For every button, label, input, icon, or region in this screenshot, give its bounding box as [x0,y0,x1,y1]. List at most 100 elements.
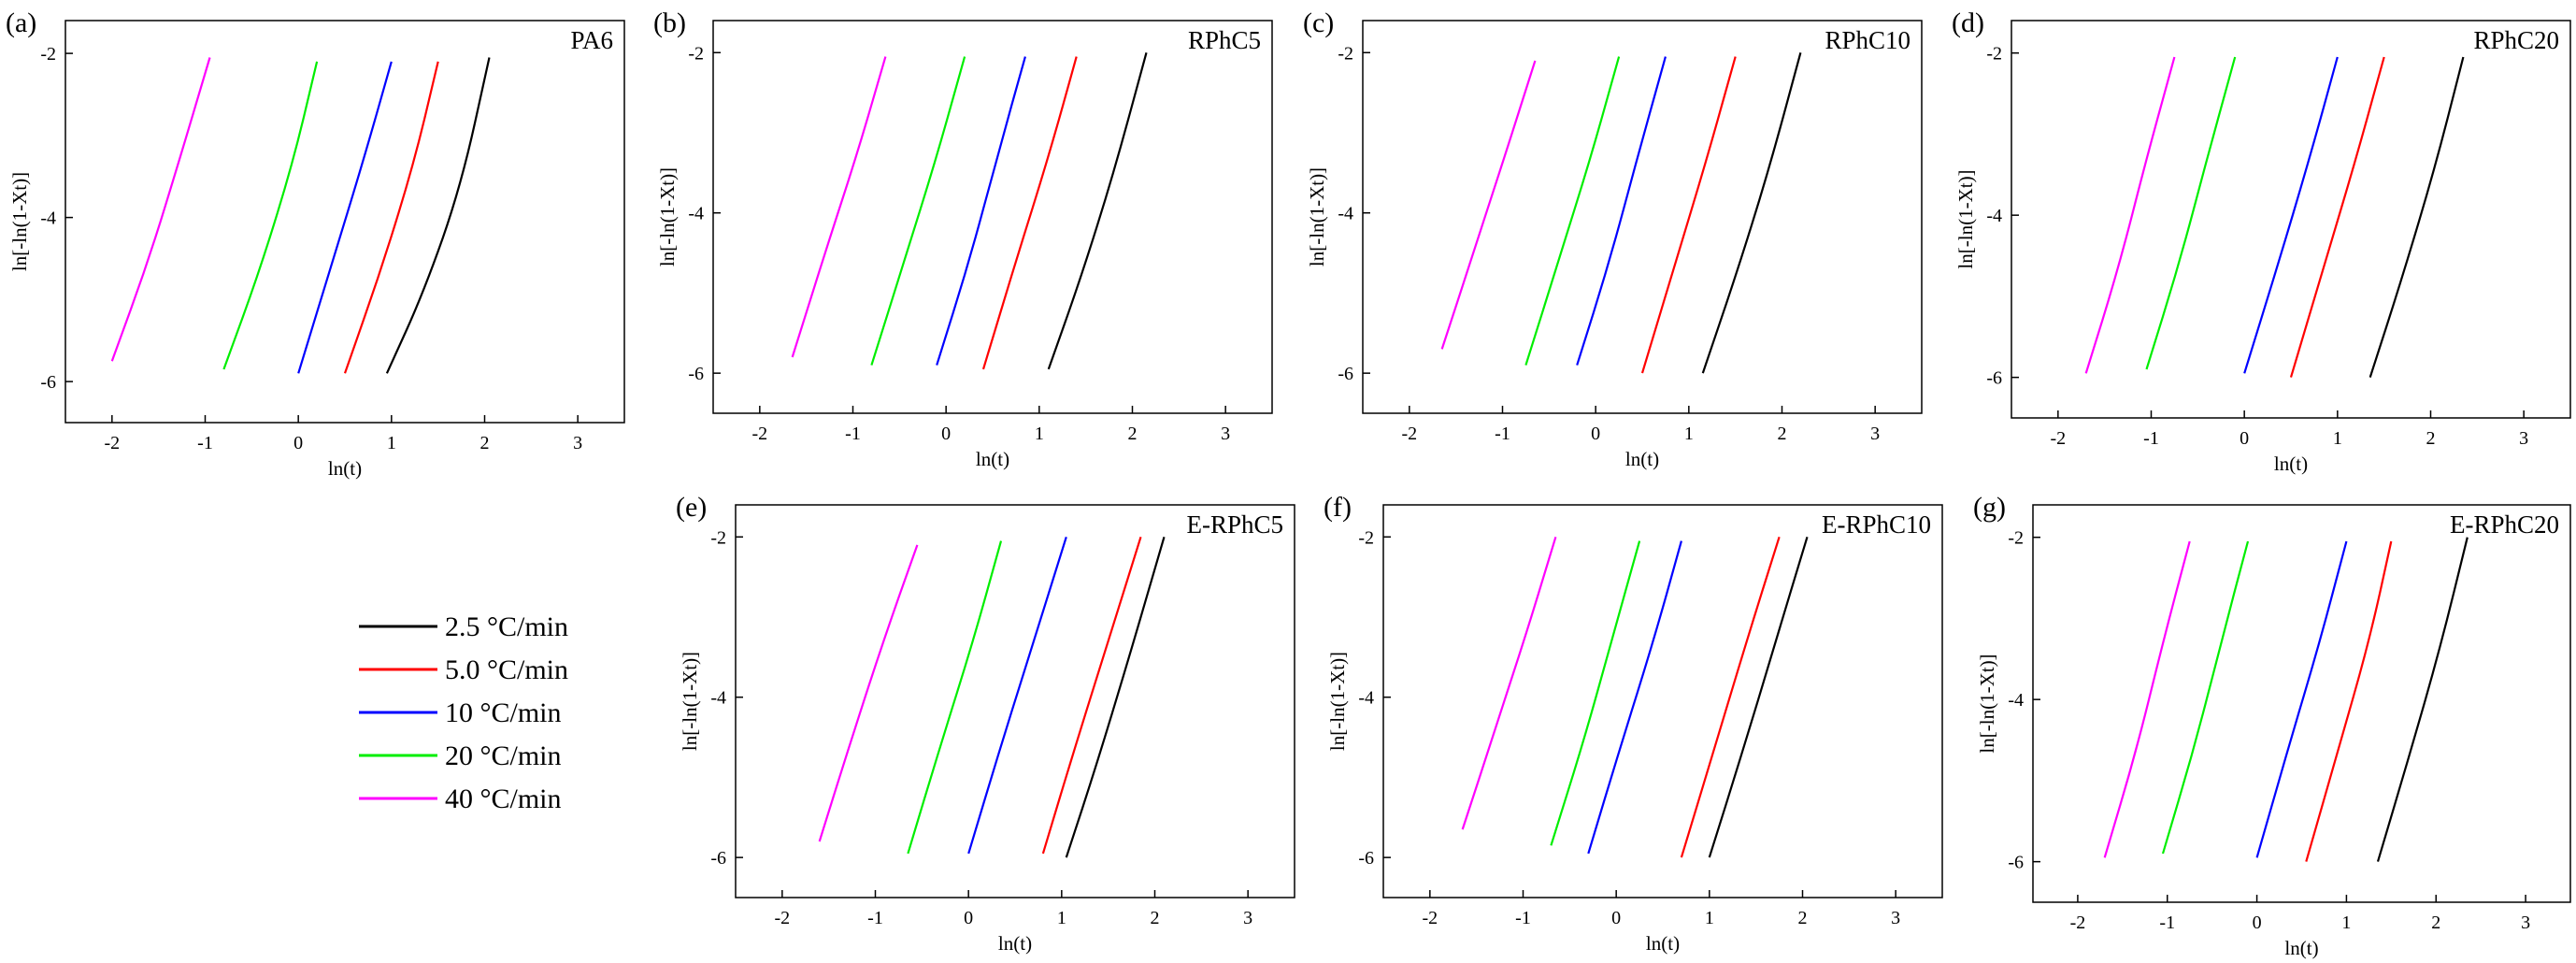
series-line-2-5 [1065,536,1166,858]
x-axis-title: ln(t) [328,457,362,480]
series-line-2-5 [1047,52,1148,370]
x-tick-label: 2 [1151,908,1160,928]
y-tick-label: -4 [1358,688,1374,709]
x-tick-label: -2 [2050,428,2066,449]
series-line-2-5 [2376,537,2469,862]
x-tick-label: 1 [1035,424,1044,444]
x-tick-label: -1 [867,908,883,928]
x-tick-label: 1 [1684,424,1694,444]
x-tick-label: 2 [2426,428,2436,449]
x-tick-label: 0 [2253,913,2262,933]
panel-c: -2 -1 0 1 2 3 -2 -4 -6 ln(t) ln[-ln(1-Xt)] (c) RPhC1… [1303,7,1923,470]
plot-frame [2011,20,2571,419]
x-tick-label: 0 [1611,908,1621,928]
series-line-40 [2103,540,2191,858]
series-line-20 [2161,540,2250,855]
panel-letter: (d) [1952,7,1984,38]
y-tick-label: -4 [688,204,704,224]
y-tick-label: -2 [1358,527,1374,548]
x-tick-label: 1 [387,433,396,453]
panel-letter: (a) [6,7,36,38]
y-tick-label: -4 [1986,206,2002,226]
sample-name: RPhC10 [1825,26,1911,54]
sample-name: E-RPhC20 [2450,510,2559,539]
panel-g: -2 -1 0 1 2 3 -2 -4 -6 ln(t) ln[-ln(1-Xt)] (g) E-RPh… [1973,492,2571,959]
x-tick-label: -2 [104,433,120,453]
series-line-5-0 [981,56,1078,370]
x-tick-label: 3 [1891,908,1900,928]
sample-name: E-RPhC5 [1186,510,1283,539]
series-line-5-0 [343,61,439,374]
x-tick-label: 1 [2341,913,2351,933]
series-line-40 [1440,60,1537,350]
panel-e: -2 -1 0 1 2 3 -2 -4 -6 ln(t) ln[-ln(1-Xt)] (e) E-RPh… [676,492,1295,955]
y-tick-label: -4 [40,208,56,229]
series-line-2-5 [2368,56,2465,378]
x-tick-label: 0 [964,908,973,928]
series-line-20 [1524,56,1621,366]
panel-f: -2 -1 0 1 2 3 -2 -4 -6 ln(t) ln[-ln(1-Xt)] (f) E-RPh… [1324,492,1943,955]
series-line-20 [907,540,1003,855]
y-tick-label: -4 [2008,690,2024,711]
x-tick-label: 3 [1870,424,1880,444]
x-axis-title: ln(t) [1646,932,1680,955]
x-tick-label: 1 [1705,908,1714,928]
y-axis-title: ln[-ln(1-Xt)] [8,172,31,271]
sample-name: RPhC20 [2473,26,2559,54]
x-tick-label: -1 [1495,424,1510,444]
y-tick-label: -2 [2008,528,2024,549]
panels: -2 -1 0 1 2 3-2-4-6ln(t)ln[-ln(1-Xt)](a)PA6-2… [6,7,2571,959]
x-tick-label: 0 [941,424,951,444]
series-line-5-0 [1640,56,1737,374]
x-tick-label: 3 [2519,428,2528,449]
legend-label-5-0: 5.0 °C/min [445,654,568,685]
y-axis-title: ln[-ln(1-Xt)] [679,652,701,751]
panel-letter: (c) [1303,7,1334,38]
x-axis-title: ln(t) [1625,448,1659,470]
series-line-40 [791,56,887,358]
x-axis-title: ln(t) [2284,937,2318,959]
panel-letter: (e) [676,492,707,523]
x-tick-label: -2 [751,424,767,444]
x-tick-label: 1 [2333,428,2342,449]
y-tick-label: -4 [1338,204,1353,224]
series-line-2-5 [1701,52,1802,374]
legend-label-20: 20 °C/min [445,740,562,771]
y-axis-title: ln[-ln(1-Xt)] [1954,169,1977,268]
series-line-20 [870,56,966,366]
sample-name: RPhC5 [1188,26,1261,54]
sample-name: E-RPhC10 [1822,510,1931,539]
x-tick-label: 2 [480,433,490,453]
y-tick-label: -6 [2008,853,2024,873]
series-line-10 [1587,540,1682,855]
y-axis-title: ln[-ln(1-Xt)] [1306,167,1328,266]
x-tick-label: 3 [1221,424,1230,444]
y-tick-label: -6 [688,364,704,384]
x-axis-title: ln(t) [976,448,1009,470]
series-line-20 [1550,540,1641,846]
y-tick-label: -2 [710,527,726,548]
x-tick-label: -1 [1515,908,1531,928]
y-tick-label: -2 [1338,43,1353,64]
x-tick-label: 0 [2240,428,2249,449]
series-line-5-0 [2305,540,2393,862]
y-tick-label: -4 [710,688,726,709]
series-line-10 [1576,56,1667,366]
x-tick-label: 3 [1243,908,1252,928]
x-tick-label: 2 [2431,913,2440,933]
legend-label-2-5: 2.5 °C/min [445,611,568,642]
series-line-10 [936,56,1026,366]
series-line-40 [110,57,211,362]
series-line-5-0 [2289,56,2385,378]
panel-letter: (b) [653,7,686,38]
plot-frame [735,504,1295,898]
x-axis-title: ln(t) [998,932,1032,955]
series-line-10 [2255,540,2348,858]
series-line-5-0 [1041,536,1142,855]
x-tick-label: 2 [1798,908,1808,928]
series-line-10 [967,536,1067,855]
x-tick-label: -2 [1401,424,1417,444]
y-tick-label: -6 [1986,368,2002,389]
y-tick-label: -2 [688,43,704,64]
